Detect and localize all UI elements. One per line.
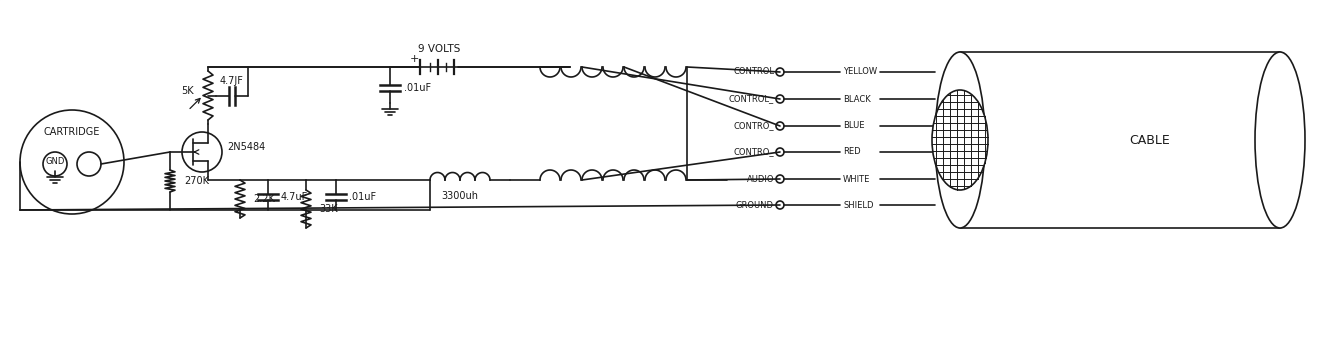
Text: 4.7uF: 4.7uF xyxy=(281,192,309,202)
Text: CONTROL: CONTROL xyxy=(733,68,774,76)
Text: 33K: 33K xyxy=(320,204,337,214)
Text: 2N5484: 2N5484 xyxy=(227,142,266,152)
Text: AUDIO: AUDIO xyxy=(747,174,774,184)
Text: 3300uh: 3300uh xyxy=(442,191,478,201)
Text: GND: GND xyxy=(46,157,64,167)
Ellipse shape xyxy=(935,52,984,228)
Text: CONTRO_: CONTRO_ xyxy=(733,121,774,131)
Text: CONTRO_: CONTRO_ xyxy=(733,148,774,156)
Text: CONTROL_: CONTROL_ xyxy=(729,95,774,103)
Text: .01uF: .01uF xyxy=(349,192,376,202)
Text: 270K: 270K xyxy=(184,176,210,186)
Text: BLUE: BLUE xyxy=(843,121,865,131)
Text: CARTRIDGE: CARTRIDGE xyxy=(44,127,101,137)
Text: SHIELD: SHIELD xyxy=(843,201,873,209)
Ellipse shape xyxy=(932,90,988,190)
Text: WHITE: WHITE xyxy=(843,174,870,184)
Text: 5K: 5K xyxy=(181,85,193,96)
Text: 9 VOLTS: 9 VOLTS xyxy=(418,44,461,54)
Text: +: + xyxy=(410,54,419,64)
Text: 4.7JF: 4.7JF xyxy=(220,76,244,86)
Text: GROUND: GROUND xyxy=(736,201,774,209)
Text: YELLOW: YELLOW xyxy=(843,68,877,76)
Text: CABLE: CABLE xyxy=(1129,134,1170,147)
Text: 2.2K: 2.2K xyxy=(252,194,275,204)
Text: .01uF: .01uF xyxy=(404,83,431,93)
Text: RED: RED xyxy=(843,148,861,156)
Text: BLACK: BLACK xyxy=(843,95,870,103)
Ellipse shape xyxy=(1254,52,1305,228)
